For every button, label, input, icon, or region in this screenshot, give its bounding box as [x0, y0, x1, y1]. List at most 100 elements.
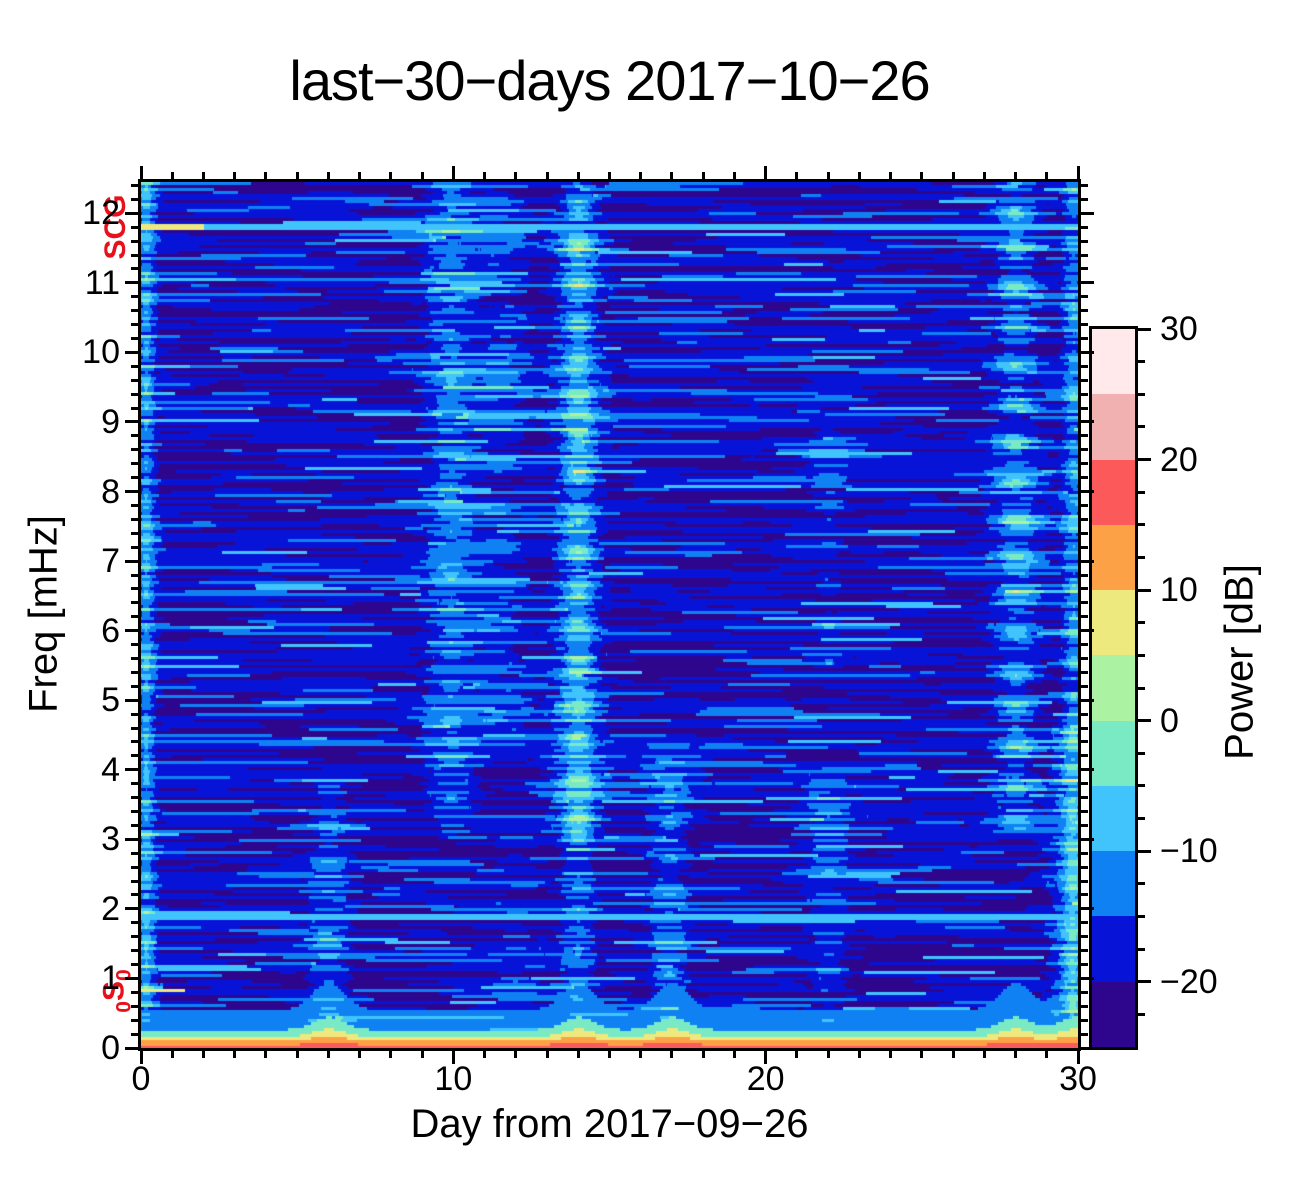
colorbar-band [1092, 720, 1135, 786]
y-tick [131, 684, 138, 688]
y-tick [131, 740, 138, 744]
x-tick [1014, 172, 1018, 179]
colorbar-band [1092, 655, 1135, 721]
y-tick [131, 239, 138, 243]
y-tick [1081, 462, 1088, 466]
y-tick [131, 712, 138, 716]
y-tick-label: 10 [82, 333, 120, 372]
x-tick [295, 1051, 299, 1058]
x-tick [982, 172, 986, 179]
y-tick [1081, 1004, 1088, 1008]
y-tick [1081, 573, 1088, 577]
y-tick [131, 893, 138, 897]
x-tick [233, 172, 237, 179]
y-tick [1081, 434, 1088, 438]
y-tick [1081, 197, 1088, 201]
x-tick [670, 172, 674, 179]
x-tick [608, 1051, 611, 1058]
y-tick [1081, 350, 1094, 354]
y-tick [131, 448, 138, 452]
x-tick [1014, 1051, 1018, 1058]
y-tick [131, 517, 138, 521]
colorbar-tick [1138, 882, 1145, 886]
x-tick [451, 166, 455, 179]
colorbar-tick [1138, 523, 1145, 527]
y-tick [1081, 392, 1088, 396]
y-tick [131, 810, 138, 813]
y-tick [1081, 545, 1088, 549]
colorbar-band [1092, 981, 1135, 1047]
y-tick [1081, 559, 1094, 563]
colorbar-tick [1138, 360, 1145, 364]
colorbar-tick [1138, 817, 1145, 821]
y-tick [1081, 754, 1088, 758]
y-tick [131, 726, 138, 730]
y-tick [131, 963, 138, 967]
y-tick [131, 587, 138, 591]
x-tick [326, 1051, 330, 1058]
x-tick-label: 30 [1059, 1060, 1097, 1098]
y-tick [1081, 601, 1088, 605]
y-tick-label: 4 [101, 750, 120, 789]
y-tick [1081, 211, 1094, 215]
y-tick [1081, 490, 1094, 494]
y-tick [131, 865, 138, 869]
colorbar-tick [1138, 914, 1145, 918]
y-tick [1081, 935, 1088, 939]
y-tick [125, 698, 138, 702]
y-tick [1081, 587, 1088, 591]
y-tick [1081, 1046, 1094, 1050]
y-tick [1081, 963, 1088, 967]
x-tick [358, 1051, 362, 1058]
colorbar-tick [1138, 751, 1145, 755]
y-tick-label: 11 [84, 263, 120, 302]
y-tick [131, 754, 138, 758]
x-tick [670, 1051, 674, 1058]
y-tick [131, 851, 138, 855]
colorbar-tick-label: 20 [1160, 440, 1198, 479]
y-tick [1081, 851, 1088, 855]
y-tick [125, 907, 138, 911]
y-tick [1081, 309, 1088, 313]
x-tick [451, 1051, 455, 1064]
x-axis-label: Day from 2017−09−26 [410, 1102, 809, 1146]
x-tick [951, 1051, 955, 1058]
y-tick-label: 12 [82, 194, 120, 233]
y-tick [131, 1032, 138, 1036]
y-tick [131, 823, 138, 827]
x-tick [826, 1051, 830, 1058]
y-tick [131, 615, 138, 619]
x-tick [982, 1051, 986, 1058]
colorbar-tick-label: 30 [1160, 310, 1198, 348]
colorbar-band [1092, 329, 1135, 395]
y-tick [131, 670, 138, 674]
y-tick [1081, 448, 1088, 452]
x-tick [420, 1051, 424, 1058]
x-tick [358, 172, 362, 179]
colorbar-tick [1138, 653, 1145, 657]
y-tick [131, 643, 138, 647]
x-tick [1076, 1051, 1080, 1064]
y-tick [131, 309, 138, 313]
colorbar-tick [1138, 686, 1145, 690]
y-tick [1081, 726, 1088, 730]
y-tick [131, 990, 138, 994]
x-tick [576, 172, 580, 179]
colorbar-band [1092, 459, 1135, 525]
y-tick [125, 211, 138, 215]
x-tick [701, 172, 705, 179]
y-tick [125, 629, 138, 633]
y-tick [1081, 281, 1094, 285]
y-tick [131, 476, 138, 480]
x-tick [389, 172, 393, 179]
colorbar-tick-label: 0 [1160, 701, 1179, 740]
colorbar-tick [1138, 458, 1151, 462]
y-tick [131, 879, 138, 883]
y-tick [1081, 921, 1088, 925]
y-tick [1081, 698, 1094, 702]
y-tick [1081, 768, 1094, 772]
y-tick [1081, 670, 1088, 674]
x-tick [201, 1051, 205, 1058]
colorbar-band [1092, 394, 1135, 460]
y-tick-label: 0 [101, 1029, 120, 1067]
